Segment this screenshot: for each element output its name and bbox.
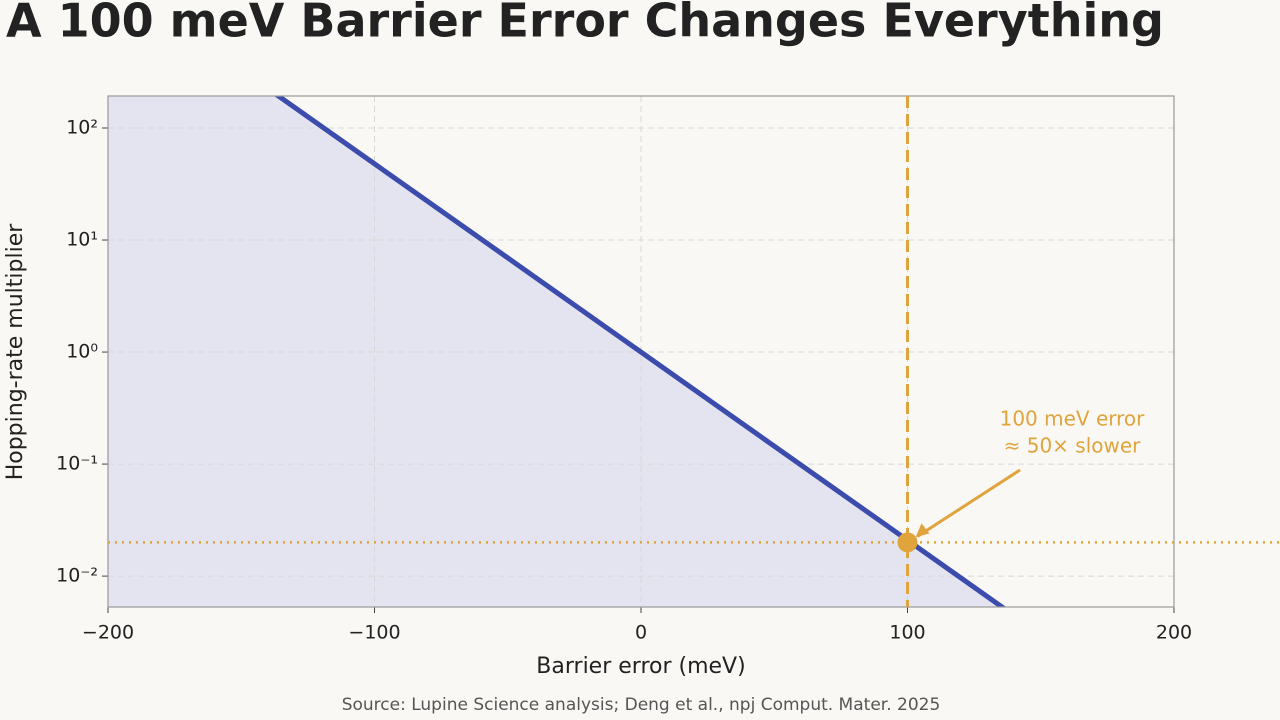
highlight-point <box>897 532 918 553</box>
source-note: Source: Lupine Science analysis; Deng et… <box>342 695 941 715</box>
y-tick-label: 10⁰ <box>66 341 98 363</box>
annotation-arrow <box>916 468 1021 538</box>
x-tick-label: 0 <box>635 622 647 644</box>
chart-title: A 100 meV Barrier Error Changes Everythi… <box>6 0 1164 48</box>
y-axis-label: Hopping-rate multiplier <box>3 223 28 481</box>
plot-frame <box>107 95 1175 608</box>
y-tick-label: 10² <box>66 116 98 138</box>
x-axis-label: Barrier error (meV) <box>536 654 745 679</box>
area-fill <box>108 96 1003 607</box>
x-tick-label: 100 <box>889 622 925 644</box>
annotation-arrowhead <box>915 523 930 538</box>
annotation-text: 100 meV error <box>1000 407 1146 431</box>
x-tick-label: 200 <box>1156 622 1192 644</box>
y-tick-label: 10⁻² <box>56 565 98 587</box>
annotation-text: ≈ 50× slower <box>1004 434 1142 458</box>
x-tick-label: −200 <box>82 622 134 644</box>
y-tick-label: 10⁻¹ <box>56 453 98 475</box>
data-line <box>274 96 1007 607</box>
plot-area <box>108 96 1174 607</box>
x-tick-label: −100 <box>348 622 400 644</box>
y-tick-label: 10¹ <box>66 229 98 251</box>
